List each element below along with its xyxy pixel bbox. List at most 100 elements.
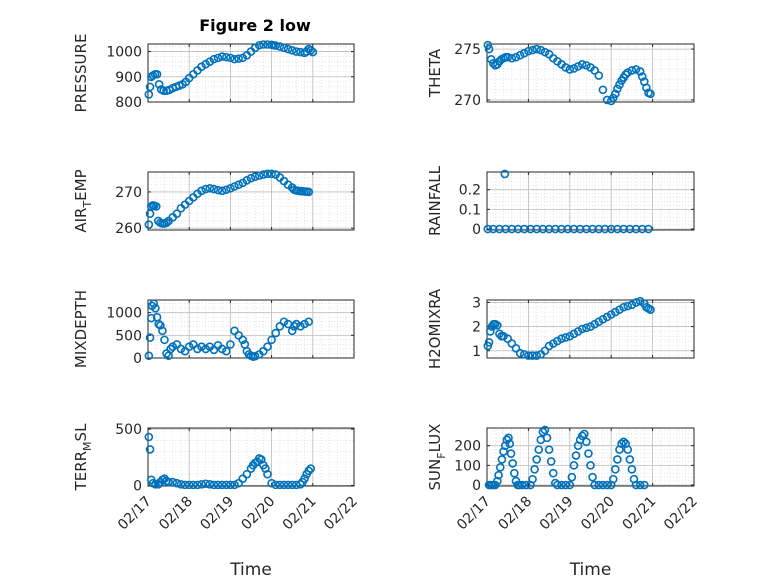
data-point [279,317,289,327]
data-point [540,425,550,435]
data-point [300,474,309,483]
data-point [292,319,301,329]
data-point [631,65,641,74]
data-point [528,474,537,484]
data-point [635,67,645,76]
data-point [519,48,529,58]
data-point [536,45,546,55]
data-point [254,40,264,50]
data-point [158,326,167,336]
y-axis-label-main: TERR [72,451,90,492]
y-axis-label-subscript: T [81,201,94,209]
data-point [493,321,502,330]
data-point [508,459,517,468]
data-point [594,480,604,490]
data-point [594,71,604,80]
data-point [510,468,519,478]
data-point [146,313,156,323]
y-axis-label-main: AIR [72,208,90,233]
data-point [149,299,159,308]
data-point [168,477,178,487]
y-axis-label-main: RAINFALL [426,165,444,236]
y-axis-label-suffix: LUX [426,424,444,453]
data-point [201,184,210,194]
plot-area [148,300,354,358]
data-point [613,455,622,464]
x-axis-label: Time [569,560,612,580]
data-point [226,340,235,349]
x-axis-label: Time [229,560,272,580]
y-tick-label: 500 [115,328,142,344]
y-tick-label: 0.2 [459,183,481,199]
data-point [217,344,227,354]
data-point [524,351,533,360]
data-point [598,85,608,95]
data-point [201,344,210,354]
y-axis-label-main: MIXDEPTH [72,290,90,368]
data-point [483,40,493,50]
subplot-air: 260 270 AIRTEMP [72,169,355,237]
data-point [483,224,493,234]
data-point [640,480,649,490]
data-point [154,80,164,89]
data-point [193,344,202,354]
y-tick-label: 800 [115,95,142,111]
data-point [515,50,525,60]
data-point [217,186,227,196]
data-point [623,445,633,454]
y-tick-label: 1 [472,344,481,360]
data-point [184,342,194,351]
data-point [577,324,587,334]
data-point [296,480,305,489]
y-axis-label: H2OMIXRA [426,288,444,369]
data-point [230,182,239,191]
data-point [271,41,281,50]
data-point [184,480,194,490]
data-point [524,46,533,56]
data-point [586,461,595,470]
data-point [590,66,599,75]
data-point [221,480,231,490]
data-point [193,480,202,490]
data-point [287,326,297,336]
data-point [306,464,316,473]
y-axis-label: TERRMSL [72,423,94,492]
y-tick-label: 100 [454,458,481,474]
data-point [205,480,215,489]
y-tick-label: 0 [133,351,142,367]
data-point [497,455,507,464]
data-point [217,52,227,61]
data-point [304,317,313,327]
y-axis-label: RAINFALL [426,165,444,236]
data-point [209,184,219,194]
data-point [246,173,256,183]
data-point [515,348,525,358]
data-point [217,480,227,490]
data-point [500,169,510,179]
data-point [279,480,289,490]
data-point [267,335,276,345]
data-point [221,52,231,62]
data-point [582,61,591,70]
data-point [608,93,618,103]
data-point [646,89,655,99]
data-point [530,464,539,474]
data-point [154,319,164,329]
y-tick-label: 200 [454,439,481,455]
data-point [631,480,641,490]
subplot-rainfall: 0 0.1 0.2 RAINFALL [426,165,695,238]
y-axis-label: MIXDEPTH [72,290,90,368]
y-tick-label: 270 [115,185,142,201]
data-point [532,455,541,464]
data-point [250,172,260,182]
data-point [507,53,517,63]
axes-box [486,43,695,103]
data-point [635,480,645,490]
y-axis-label-subscript: F [435,452,448,458]
axes-box [147,171,355,231]
data-point [304,466,313,476]
data-point [168,342,178,351]
data-point [201,479,210,489]
data-point [484,337,494,347]
data-point [306,46,316,55]
